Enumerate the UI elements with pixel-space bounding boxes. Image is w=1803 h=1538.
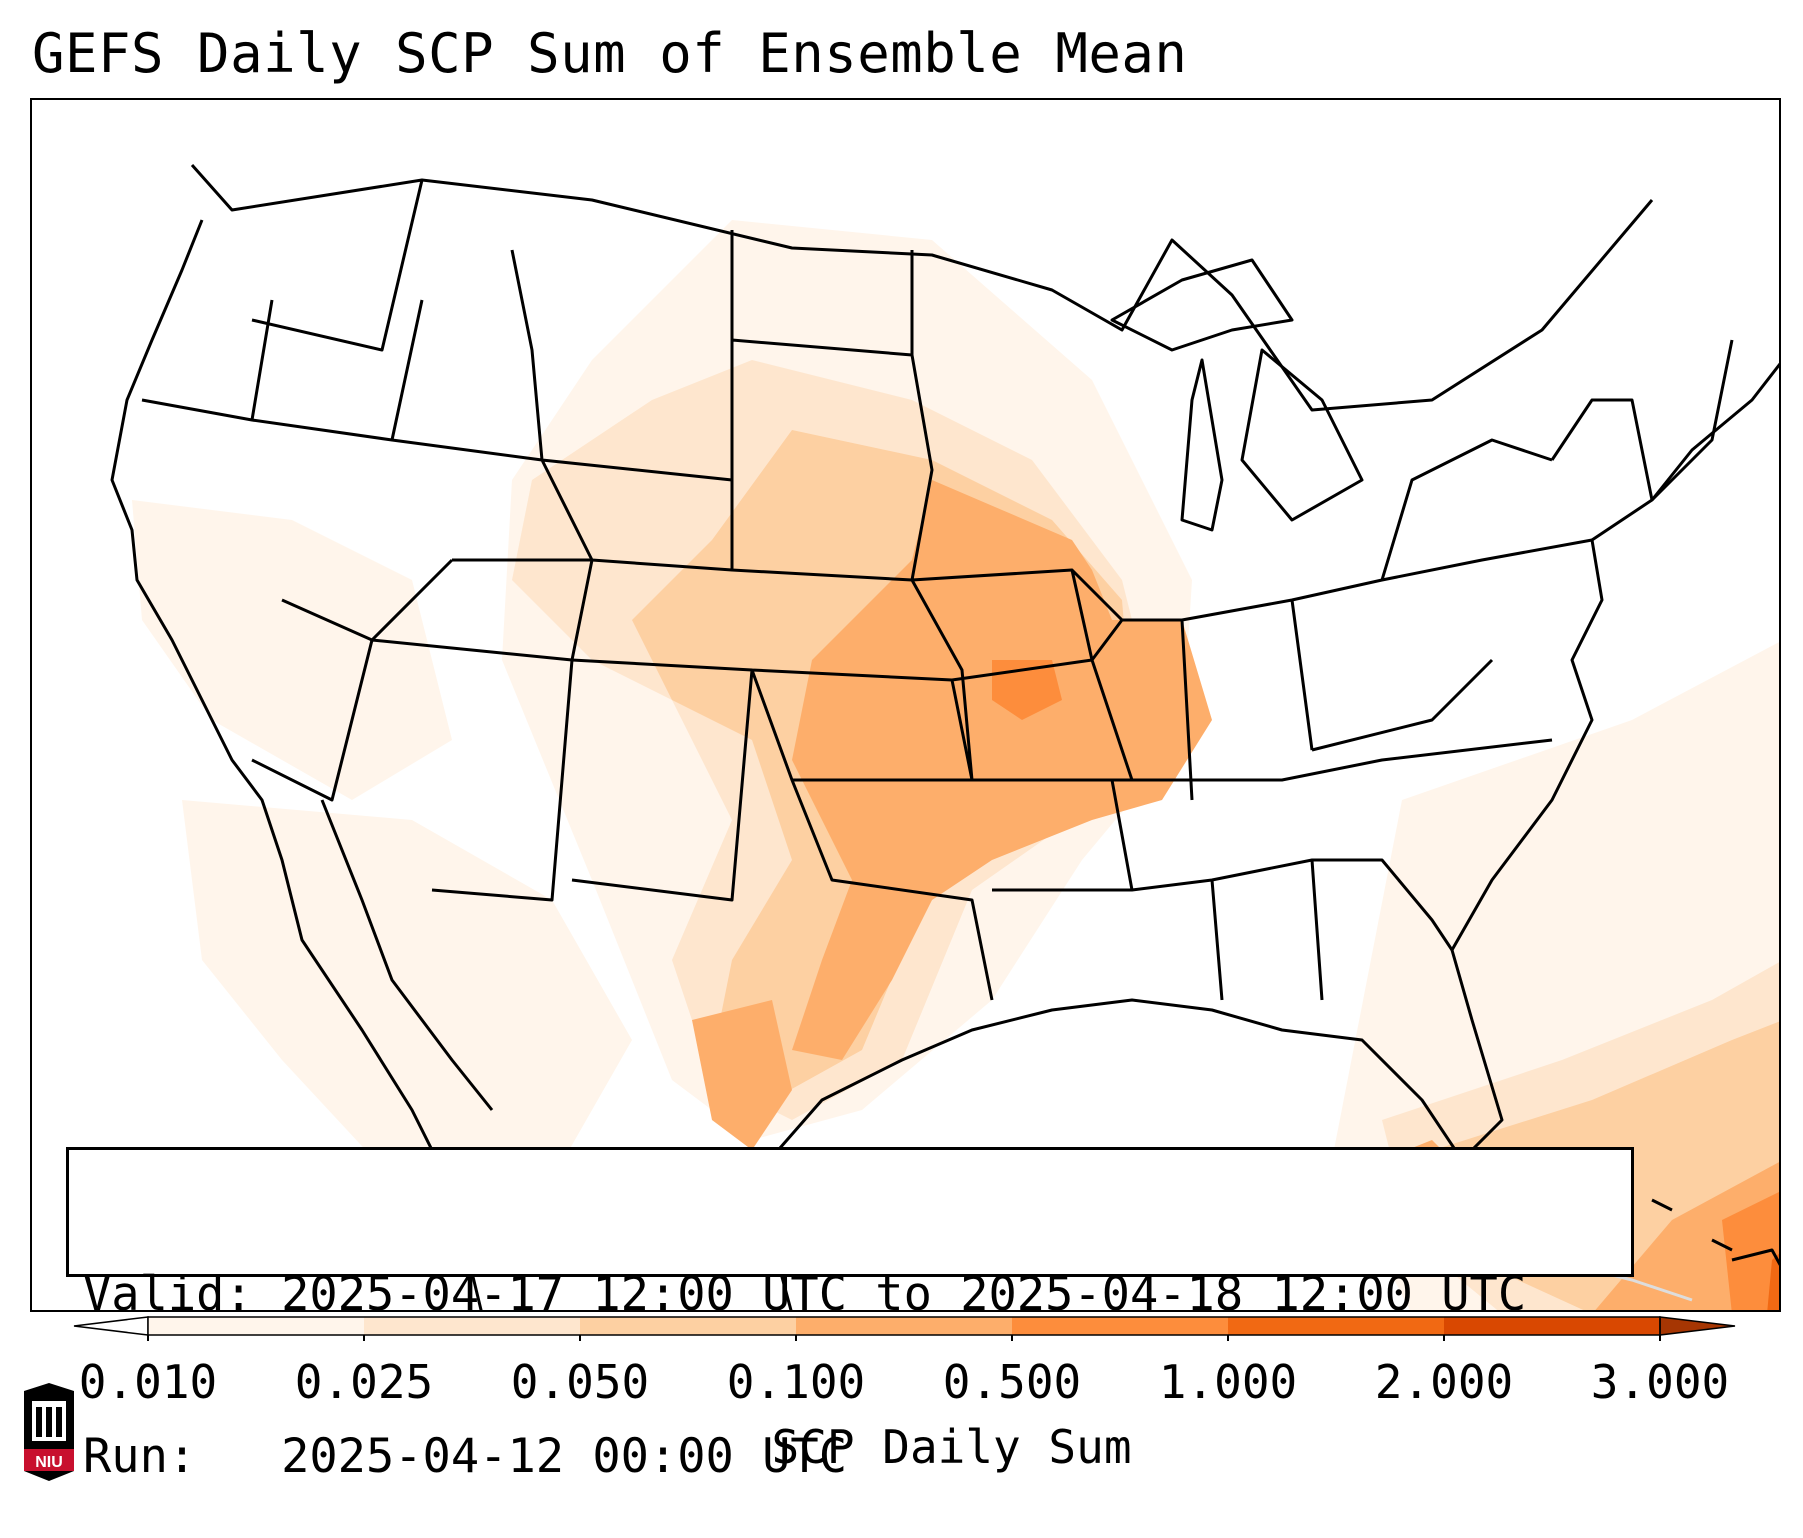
colorbar-tick-label: 2.000 <box>1374 1355 1514 1409</box>
border-us-canada <box>190 164 1654 412</box>
colorbar-over-arrow <box>1659 1316 1736 1336</box>
colorbar-tick-label: 0.050 <box>510 1355 650 1409</box>
niu-logo: NIU <box>24 1383 74 1481</box>
scp-region-west-light <box>132 500 452 800</box>
colorbar-under-arrow <box>73 1316 149 1336</box>
logo-text: NIU <box>35 1454 63 1471</box>
scp-region-caribbean-lvl6 <box>1767 1253 1779 1310</box>
lake-michigan <box>1180 358 1224 532</box>
colorbar-tick-label: 0.100 <box>726 1355 866 1409</box>
colorbar-segment <box>1228 1317 1445 1335</box>
run-time-text: Run: 2025-04-12 00:00 UTC <box>83 1429 848 1484</box>
colorbar-tick-label: 0.500 <box>942 1355 1082 1409</box>
colorbar-tick-labels: 0.010 0.025 0.050 0.100 0.500 1.000 2.00… <box>0 1355 1803 1415</box>
colorbar-segment <box>1012 1317 1229 1335</box>
colorbar-tick-label: 3.000 <box>1590 1355 1730 1409</box>
colorbar-segment <box>148 1317 365 1335</box>
coastline-west <box>110 219 483 1310</box>
validity-info-box: Valid: 2025-04-17 12:00 UTC to 2025-04-1… <box>66 1147 1634 1484</box>
lake-huron-erie <box>1240 348 1364 522</box>
colorbar-segment <box>364 1317 581 1335</box>
coastline-hispaniola <box>1731 1248 1779 1266</box>
scp-shading <box>132 220 1779 1310</box>
colorbar-segment <box>580 1317 797 1335</box>
colorbar-segment <box>1444 1317 1661 1335</box>
colorbar-segment <box>796 1317 1013 1335</box>
colorbar-label: SCP Daily Sum <box>771 1420 1132 1474</box>
valid-time-text: Valid: 2025-04-17 12:00 UTC to 2025-04-1… <box>83 1267 1527 1322</box>
scp-region-missouri-lvl5 <box>992 660 1062 720</box>
scp-region-plains-lvl4 <box>792 480 1212 1060</box>
colorbar-tick-label: 0.025 <box>294 1355 434 1409</box>
map-boundaries <box>110 164 1779 1310</box>
colorbar <box>73 1316 1736 1341</box>
colorbar-tick-label: 1.000 <box>1158 1355 1298 1409</box>
lake-superior <box>1110 258 1294 352</box>
state-lines <box>141 179 1734 1001</box>
scp-region-texas-lvl4 <box>692 1000 792 1150</box>
chart-title: GEFS Daily SCP Sum of Ensemble Mean <box>32 22 1188 85</box>
colorbar-tick-label: 0.010 <box>78 1355 218 1409</box>
map-panel <box>30 98 1781 1312</box>
scp-region-caribbean-lvl5 <box>1722 1191 1779 1310</box>
colorbar-outline <box>147 1316 1661 1336</box>
map-canvas <box>110 164 1779 1310</box>
coastline-gulf <box>750 949 1504 1181</box>
coastline-baja <box>320 799 494 1111</box>
